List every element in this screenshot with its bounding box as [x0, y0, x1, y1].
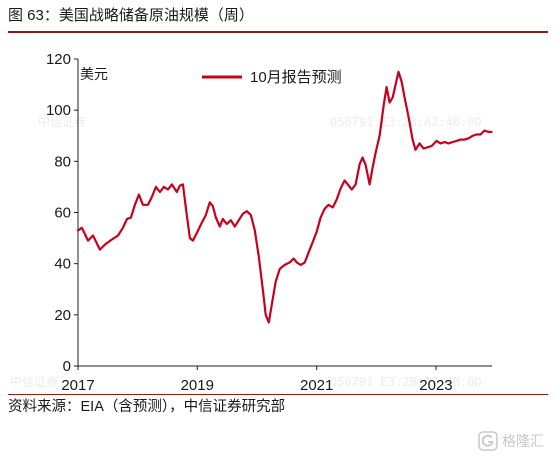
y-tick-label: 20	[54, 307, 71, 324]
gelonghui-logo-icon	[478, 431, 498, 451]
watermark-text: 050791 E3:2B:A2:4B:0D	[330, 115, 482, 129]
y-tick-label: 80	[54, 153, 71, 170]
legend: 10月报告预测	[202, 69, 342, 86]
watermark-text: 050791 E3:2B:A2:4B:0D	[330, 375, 482, 389]
y-tick-label: 0	[63, 358, 71, 375]
title-rule	[8, 31, 548, 33]
x-tick-label: 2021	[300, 377, 333, 394]
y-tick-label: 100	[46, 102, 71, 119]
series-line	[76, 70, 493, 324]
y-unit-label: 美元	[80, 66, 108, 82]
x-tick-label: 2019	[181, 377, 214, 394]
y-axis-ticks: 0 20 40 60 80 100 120	[46, 51, 78, 375]
x-tick-label: 2023	[419, 377, 452, 394]
logo-text: 格隆汇	[502, 433, 544, 449]
watermark-text: 中信证券	[10, 374, 58, 389]
source-rule	[8, 394, 548, 395]
x-axis-ticks: 2017 2019 2021 2023	[61, 366, 453, 394]
watermark-text: 中信证券	[38, 114, 86, 129]
source-note: 资料来源：EIA（含预测），中信证券研究部	[8, 399, 286, 415]
legend-label: 10月报告预测	[250, 69, 342, 86]
logo: 格隆汇	[478, 430, 550, 452]
y-tick-label: 40	[54, 256, 71, 273]
x-tick-label: 2017	[61, 377, 94, 394]
watermark-layer: 中信证券 050791 E3:2B:A2:4B:0D 中信证券 050791 E…	[10, 114, 482, 389]
y-tick-label: 60	[54, 205, 71, 222]
y-tick-label: 120	[46, 51, 71, 68]
figure-title: 图 63：美国战略储备原油规模（周）	[8, 7, 254, 24]
